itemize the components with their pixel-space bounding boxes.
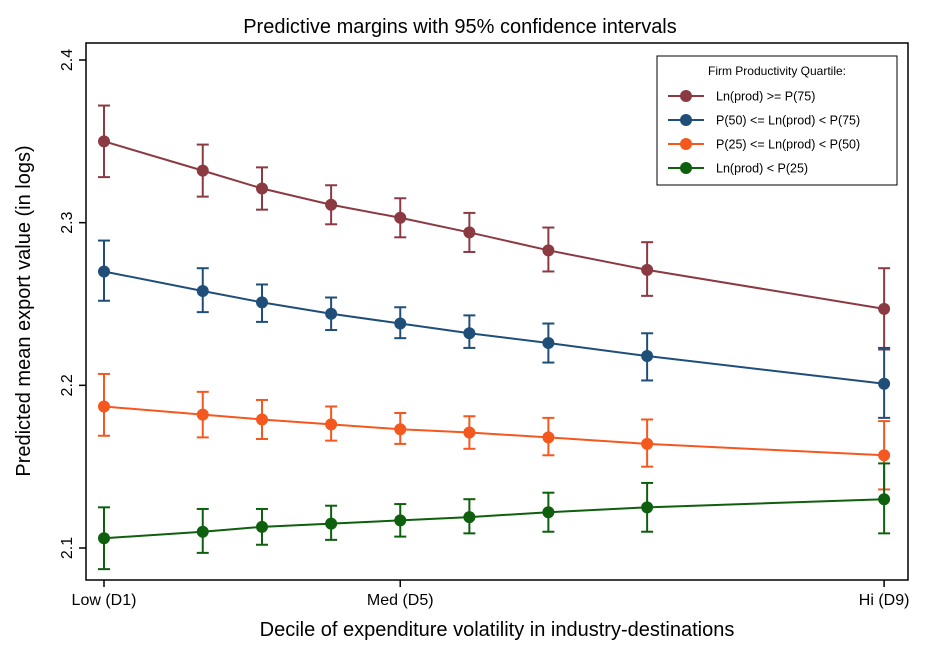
data-point	[394, 423, 407, 436]
y-tick-label: 2.2	[59, 374, 76, 396]
data-point	[256, 520, 268, 533]
data-point	[98, 400, 110, 413]
legend-entry: P(25) <= Ln(prod) < P(50)	[716, 138, 860, 152]
legend-swatch-marker	[680, 138, 692, 150]
data-point	[325, 307, 338, 320]
data-point	[98, 135, 110, 148]
data-point	[641, 501, 654, 514]
data-point	[878, 377, 891, 390]
data-point	[463, 511, 476, 524]
series-line	[103, 498, 885, 540]
data-point	[542, 244, 555, 257]
chart-title: Predictive margins with 95% confidence i…	[243, 16, 677, 38]
data-point	[196, 284, 209, 297]
x-tick-label: Hi (D9)	[859, 592, 910, 609]
data-point	[394, 211, 407, 224]
legend-entry: Ln(prod) >= P(75)	[716, 90, 815, 104]
data-point	[542, 337, 555, 350]
y-tick-label: 2.1	[59, 537, 76, 559]
legend: Firm Productivity Quartile: Ln(prod) >= P…	[656, 55, 898, 186]
series-2	[98, 239, 891, 419]
y-tick-label: 2.4	[59, 49, 76, 71]
data-point	[325, 517, 338, 530]
legend-entry: P(50) <= Ln(prod) < P(75)	[716, 114, 860, 128]
y-axis-label: Predicted mean export value (in logs)	[13, 145, 35, 476]
x-tick-label: Low (D1)	[72, 592, 137, 609]
data-point	[196, 525, 209, 538]
legend-entry: Ln(prod) < P(25)	[716, 162, 808, 176]
data-point	[256, 413, 268, 426]
data-point	[196, 408, 209, 421]
data-point	[641, 263, 654, 276]
plot-area-frame	[85, 42, 909, 581]
legend-swatch-marker	[680, 114, 692, 126]
data-point	[394, 317, 407, 330]
series-group	[98, 104, 891, 571]
data-point	[463, 426, 476, 439]
series-1	[98, 104, 891, 351]
data-point	[542, 506, 555, 519]
data-point	[878, 493, 891, 506]
series-line	[103, 405, 885, 457]
data-point	[256, 296, 268, 309]
data-point	[463, 226, 476, 239]
legend-swatch-marker	[680, 162, 692, 174]
y-tick-label: 2.3	[59, 211, 76, 233]
data-point	[256, 182, 268, 195]
data-point	[325, 418, 338, 431]
data-point	[325, 198, 338, 211]
axes: Low (D1) Med (D5) Hi (D9) 2.1 2.2 2.3 2.4	[59, 49, 909, 609]
series-4	[98, 462, 891, 571]
x-tick-label: Med (D5)	[367, 592, 434, 609]
data-point	[463, 327, 476, 340]
data-point	[878, 302, 891, 315]
data-point	[98, 532, 110, 545]
data-point	[641, 350, 654, 363]
data-point	[641, 437, 654, 450]
x-axis-label: Decile of expenditure volatility in indu…	[260, 619, 735, 641]
series-3	[98, 372, 891, 491]
legend-title: Firm Productivity Quartile:	[708, 64, 846, 78]
data-point	[542, 431, 555, 444]
data-point	[196, 164, 209, 177]
series-line	[103, 270, 885, 385]
data-point	[878, 449, 891, 462]
legend-swatch-marker	[680, 90, 692, 102]
data-point	[98, 265, 110, 278]
data-point	[394, 514, 407, 527]
